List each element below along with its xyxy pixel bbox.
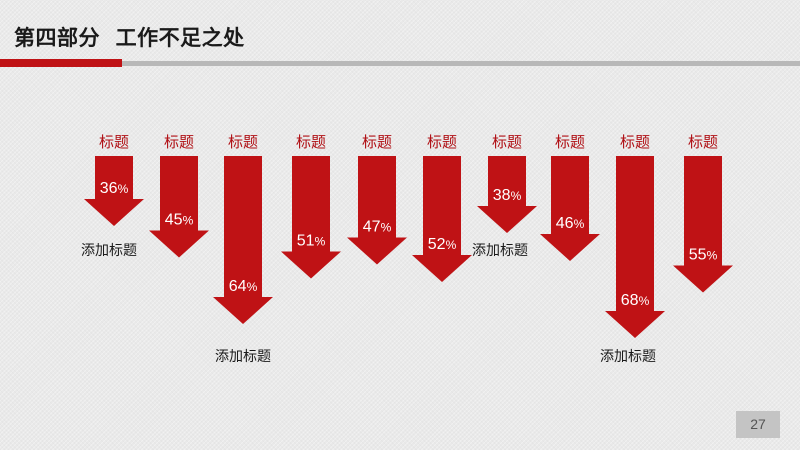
column-label: 标题 [555,133,585,151]
annotation-label: 添加标题 [81,243,137,259]
column-label: 标题 [164,133,194,151]
bar-arrow [673,156,733,293]
title-accent-bar [0,59,122,67]
annotation-label: 添加标题 [472,243,528,259]
data-label: 68% [621,292,650,309]
column-label: 标题 [362,133,392,151]
data-label: 51% [297,233,326,250]
annotation-label: 添加标题 [600,349,656,365]
data-label: 45% [165,212,194,229]
bar-arrow [281,156,341,279]
column-label: 标题 [228,133,258,151]
bar-arrow [347,156,407,265]
column-label: 标题 [492,133,522,151]
bar-arrow [149,156,209,258]
column-label: 标题 [688,133,718,151]
column-label: 标题 [620,133,650,151]
page-number: 27 [736,411,780,438]
bar-arrow [605,156,665,338]
bar-arrow [477,156,537,233]
bar-arrow [84,156,144,226]
title-rule [122,61,800,66]
bar-arrow [540,156,600,261]
bar-arrow [213,156,273,324]
annotation-label: 添加标题 [215,349,271,365]
data-label: 52% [428,236,457,253]
data-label: 47% [363,219,392,236]
data-label: 46% [556,215,585,232]
data-label: 55% [689,247,718,264]
column-label: 标题 [427,133,457,151]
data-label: 38% [493,187,522,204]
data-label: 64% [229,278,258,295]
bar-arrow [412,156,472,282]
data-label: 36% [100,180,129,197]
column-label: 标题 [99,133,129,151]
page-title: 第四部分 工作不足之处 [14,26,245,50]
column-label: 标题 [296,133,326,151]
